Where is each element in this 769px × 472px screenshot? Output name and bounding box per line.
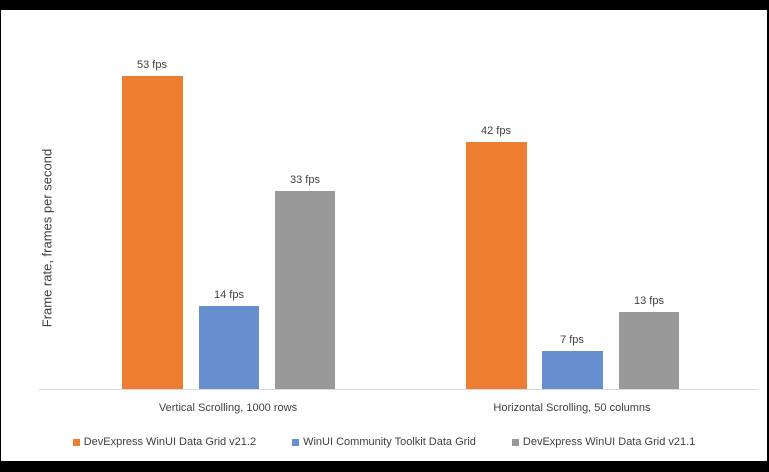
legend-item: DevExpress WinUI Data Grid v21.1 [511, 436, 696, 448]
bar-vertical-v21-1 [275, 191, 335, 389]
value-label: 53 fps [137, 59, 167, 71]
value-label: 33 fps [290, 174, 320, 186]
bar-horizontal-v21-1 [619, 312, 679, 389]
legend-swatch-icon [72, 438, 80, 446]
bar-vertical-v21-2 [122, 76, 183, 389]
category-label: Horizontal Scrolling, 50 columns [493, 402, 651, 414]
value-label: 14 fps [214, 289, 244, 301]
legend-label: DevExpress WinUI Data Grid v21.2 [83, 436, 257, 448]
legend-swatch-icon [511, 438, 519, 446]
chart-panel: Frame rate, frames per second 53 fps 14 … [1, 10, 767, 461]
bar-horizontal-v21-2 [466, 142, 527, 389]
legend-swatch-icon [292, 438, 300, 446]
y-axis-label: Frame rate, frames per second [39, 148, 55, 328]
value-label: 7 fps [560, 334, 584, 346]
legend-label: WinUI Community Toolkit Data Grid [303, 436, 476, 448]
category-label: Vertical Scrolling, 1000 rows [158, 402, 298, 414]
value-label: 13 fps [634, 295, 664, 307]
bar-vertical-toolkit [199, 306, 259, 389]
bar-horizontal-toolkit [542, 351, 603, 389]
legend: DevExpress WinUI Data Grid v21.2 WinUI C… [1, 436, 767, 448]
legend-item: DevExpress WinUI Data Grid v21.2 [72, 436, 257, 448]
legend-label: DevExpress WinUI Data Grid v21.1 [522, 436, 696, 448]
x-axis-line [39, 389, 758, 390]
legend-item: WinUI Community Toolkit Data Grid [292, 436, 476, 448]
value-label: 42 fps [481, 125, 511, 137]
